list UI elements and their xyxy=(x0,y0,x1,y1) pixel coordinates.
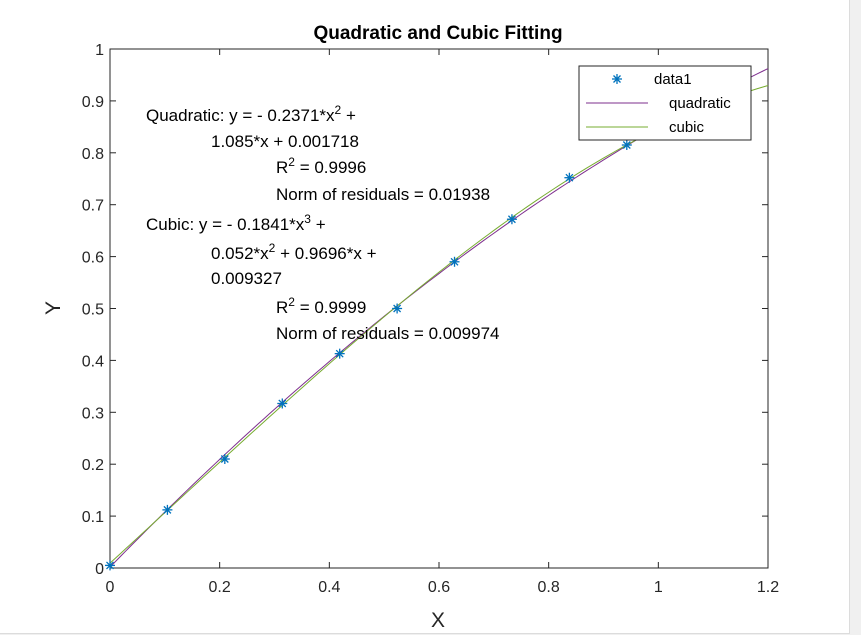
data-point xyxy=(277,398,288,409)
y-tick-label: 0.7 xyxy=(82,198,104,215)
legend-label-quadratic: quadratic xyxy=(669,95,731,112)
quadratic-norm-residuals: Norm of residuals = 0.01938 xyxy=(276,185,490,204)
cubic-r-squared: R2 = 0.9999 xyxy=(276,295,366,317)
x-tick-label: 0 xyxy=(106,579,115,596)
fit-curves xyxy=(109,68,769,568)
data-point xyxy=(105,560,115,571)
x-axis-label: X xyxy=(431,609,445,632)
y-tick-label: 0.1 xyxy=(82,509,104,526)
data-point xyxy=(564,172,575,183)
legend[interactable]: data1 quadratic cubic xyxy=(578,65,752,141)
data-point xyxy=(621,140,632,151)
quadratic-r-squared: R2 = 0.9996 xyxy=(276,155,366,177)
x-tick-label: 0.4 xyxy=(318,579,340,596)
quadratic-fit-line xyxy=(109,68,769,568)
legend-items: data1 quadratic cubic xyxy=(586,71,731,136)
legend-label-cubic: cubic xyxy=(669,119,705,136)
x-tick-label: 0.8 xyxy=(538,579,560,596)
x-tick-label: 1 xyxy=(654,579,663,596)
data-point xyxy=(392,303,403,314)
quadratic-equation-line2: 1.085*x + 0.001718 xyxy=(211,132,359,151)
data-point xyxy=(449,256,460,267)
x-tick-label: 0.6 xyxy=(428,579,450,596)
data-point xyxy=(506,214,517,225)
quadratic-equation-line1: Quadratic: y = - 0.2371*x2 + xyxy=(146,103,356,125)
y-tick-label: 0.8 xyxy=(82,146,104,163)
y-tick-label: 0.5 xyxy=(82,302,104,319)
chart-title: Quadratic and Cubic Fitting xyxy=(313,23,562,44)
y-tick-label: 0.4 xyxy=(82,353,104,370)
cubic-equation-line1: Cubic: y = - 0.1841*x3 + xyxy=(146,212,326,234)
x-tick-label: 1.2 xyxy=(757,579,779,596)
tick-labels: 0 0.2 0.4 0.6 0.8 1 1.2 0 0.1 0.2 0.3 0.4 0.5 0.6 0.7 0… xyxy=(82,42,779,596)
legend-marker-data1 xyxy=(612,74,622,84)
legend-label-data1: data1 xyxy=(654,71,692,88)
y-tick-label: 0.9 xyxy=(82,94,104,111)
x-tick-label: 0.2 xyxy=(209,579,231,596)
y-axis-label: Y xyxy=(42,301,65,315)
y-tick-label: 1 xyxy=(95,42,104,59)
data-point xyxy=(162,504,173,515)
data-point xyxy=(334,348,345,359)
y-tick-label: 0.3 xyxy=(82,405,104,422)
y-tick-label: 0 xyxy=(95,561,104,578)
tick-marks xyxy=(109,48,769,569)
y-tick-label: 0.2 xyxy=(82,457,104,474)
cubic-equation-line2: 0.052*x2 + 0.9696*x + xyxy=(211,241,377,263)
cubic-equation-line3: 0.009327 xyxy=(211,269,282,288)
data-point xyxy=(219,454,230,465)
data-markers xyxy=(105,140,632,571)
cubic-norm-residuals: Norm of residuals = 0.009974 xyxy=(276,324,500,343)
y-tick-label: 0.6 xyxy=(82,250,104,267)
